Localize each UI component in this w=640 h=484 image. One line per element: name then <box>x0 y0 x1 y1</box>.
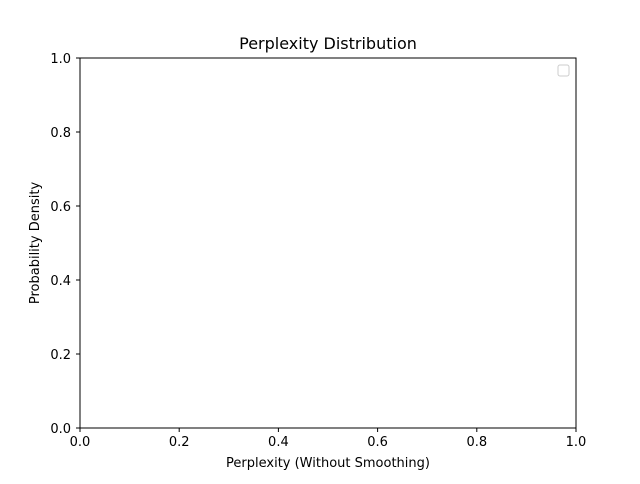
x-tick-label: 0.2 <box>169 435 190 450</box>
x-tick-label: 0.4 <box>268 435 289 450</box>
y-tick-label: 0.8 <box>50 126 71 141</box>
y-tick-label: 0.6 <box>50 200 71 215</box>
chart-title: Perplexity Distribution <box>239 34 417 53</box>
y-tick-label: 0.2 <box>50 348 71 363</box>
x-tick-label: 0.0 <box>70 435 91 450</box>
y-tick-label: 1.0 <box>50 52 71 67</box>
plot-area <box>79 57 577 429</box>
x-axis-label: Perplexity (Without Smoothing) <box>226 456 430 471</box>
x-tick-label: 0.8 <box>466 435 487 450</box>
y-axis-ticks: 0.0 0.2 0.4 0.6 0.8 1.0 <box>50 52 80 437</box>
x-tick-label: 1.0 <box>566 435 587 450</box>
y-tick-label: 0.4 <box>50 274 71 289</box>
y-axis-label: Probability Density <box>28 182 43 305</box>
x-axis-ticks: 0.0 0.2 0.4 0.6 0.8 1.0 <box>70 428 587 450</box>
legend-box <box>557 64 570 77</box>
x-tick-label: 0.6 <box>367 435 388 450</box>
y-tick-label: 0.0 <box>50 422 71 437</box>
